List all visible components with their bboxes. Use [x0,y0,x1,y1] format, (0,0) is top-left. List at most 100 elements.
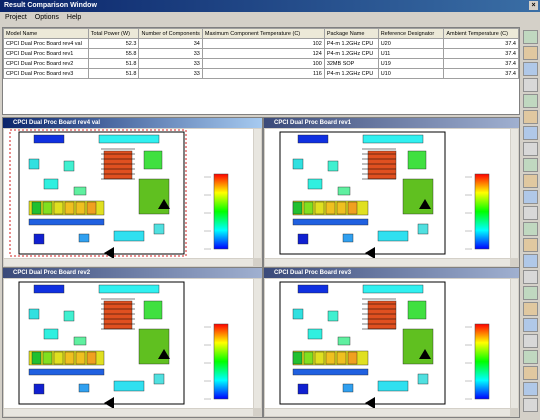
table-row[interactable]: CPCI Dual Proc Board rev2 51.8 33 100 32MB S… [3,58,519,69]
component [143,150,163,170]
component [342,233,354,243]
component [292,368,369,376]
panel-body [4,129,253,258]
table-cell: 102 [201,38,325,49]
component [143,300,163,320]
menu-item[interactable]: Help [66,14,82,21]
horizontal-scrollbar[interactable] [265,259,510,266]
chip [31,351,42,365]
table-cell: U11 [377,48,445,59]
component [367,300,397,330]
horizontal-scrollbar[interactable] [265,409,510,416]
airflow-arrow [104,247,114,258]
chip [53,201,64,215]
chip [42,351,53,365]
component [337,186,351,196]
tool-button[interactable] [523,206,538,220]
chip [314,351,325,365]
tool-button[interactable] [523,142,538,156]
tool-button[interactable] [523,382,538,396]
result-panel: CPCI Dual Proc Board rev2 [2,267,263,418]
tool-button[interactable] [523,334,538,348]
table-cell: CPCI Dual Proc Board rev2 [3,58,89,69]
menu-item[interactable]: Project [5,14,27,21]
table-row[interactable]: CPCI Dual Proc Board rev4 val 52.3 34 102 P4… [3,38,519,49]
tool-button[interactable] [523,78,538,92]
component [63,310,75,322]
component [327,310,339,322]
component [407,300,427,320]
horizontal-scrollbar[interactable] [4,409,253,416]
tool-button[interactable] [523,350,538,364]
tool-button[interactable] [523,190,538,204]
menu-item[interactable]: Options [34,14,59,21]
table-cell: 100 [201,58,325,69]
table-cell: CPCI Dual Proc Board rev1 [3,48,89,59]
table-row[interactable]: CPCI Dual Proc Board rev1 55.8 33 124 P4-m 1… [3,48,519,59]
component [43,328,59,340]
airflow-arrow [365,397,375,408]
tool-button[interactable] [523,158,538,172]
tool-button[interactable] [523,270,538,284]
chip [325,201,336,215]
tool-button[interactable] [523,94,538,108]
table-cell: 33 [138,58,203,69]
board-outline [18,131,185,255]
airflow-arrow [365,247,375,258]
vertical-scrollbar[interactable] [511,129,518,258]
chip [325,351,336,365]
table-cell: 124 [201,48,325,59]
tool-button[interactable] [523,174,538,188]
table-cell: 51.8 [87,68,140,79]
component [78,383,90,393]
airflow-arrow [419,349,431,359]
tool-button[interactable] [523,126,538,140]
component [377,380,409,392]
tool-button[interactable] [523,302,538,316]
component [407,150,427,170]
component [63,160,75,172]
color-bar [213,323,229,400]
board-view [279,281,490,408]
tool-button[interactable] [523,398,538,412]
chip [75,201,86,215]
column-header: Maximum Component Temperature (C) [201,28,325,39]
vertical-scrollbar[interactable] [254,279,261,408]
table-cell: 37.4 [443,48,519,59]
tool-button[interactable] [523,318,538,332]
vertical-scrollbar[interactable] [511,279,518,408]
horizontal-scrollbar[interactable] [4,259,253,266]
column-header: Package Name [323,28,379,39]
tool-button[interactable] [523,238,538,252]
vertical-scrollbar[interactable] [254,129,261,258]
panel-title: CPCI Dual Proc Board rev1 [264,118,519,128]
component [73,336,87,346]
component [297,134,329,144]
tool-button[interactable] [523,366,538,380]
tool-button[interactable] [523,110,538,124]
table-cell: 51.8 [87,58,140,69]
component [297,284,329,294]
tool-button[interactable] [523,222,538,236]
component [103,300,133,330]
tool-button[interactable] [523,46,538,60]
airflow-arrow [419,199,431,209]
tool-button[interactable] [523,62,538,76]
tool-button[interactable] [523,286,538,300]
board-outline [279,131,446,255]
table-cell: 33 [138,68,203,79]
tool-button[interactable] [523,30,538,44]
component [113,230,145,242]
panel-body [4,279,253,408]
component [377,230,409,242]
close-button[interactable]: × [529,1,538,10]
table-cell: CPCI Dual Proc Board rev4 val [3,38,89,49]
panel-title: CPCI Dual Proc Board rev4 val [3,118,262,128]
component [98,134,160,144]
tool-button[interactable] [523,254,538,268]
table-row[interactable]: CPCI Dual Proc Board rev3 51.8 33 116 P4-m 1… [3,68,519,79]
component [33,284,65,294]
component [292,158,304,170]
board-view [18,281,229,408]
